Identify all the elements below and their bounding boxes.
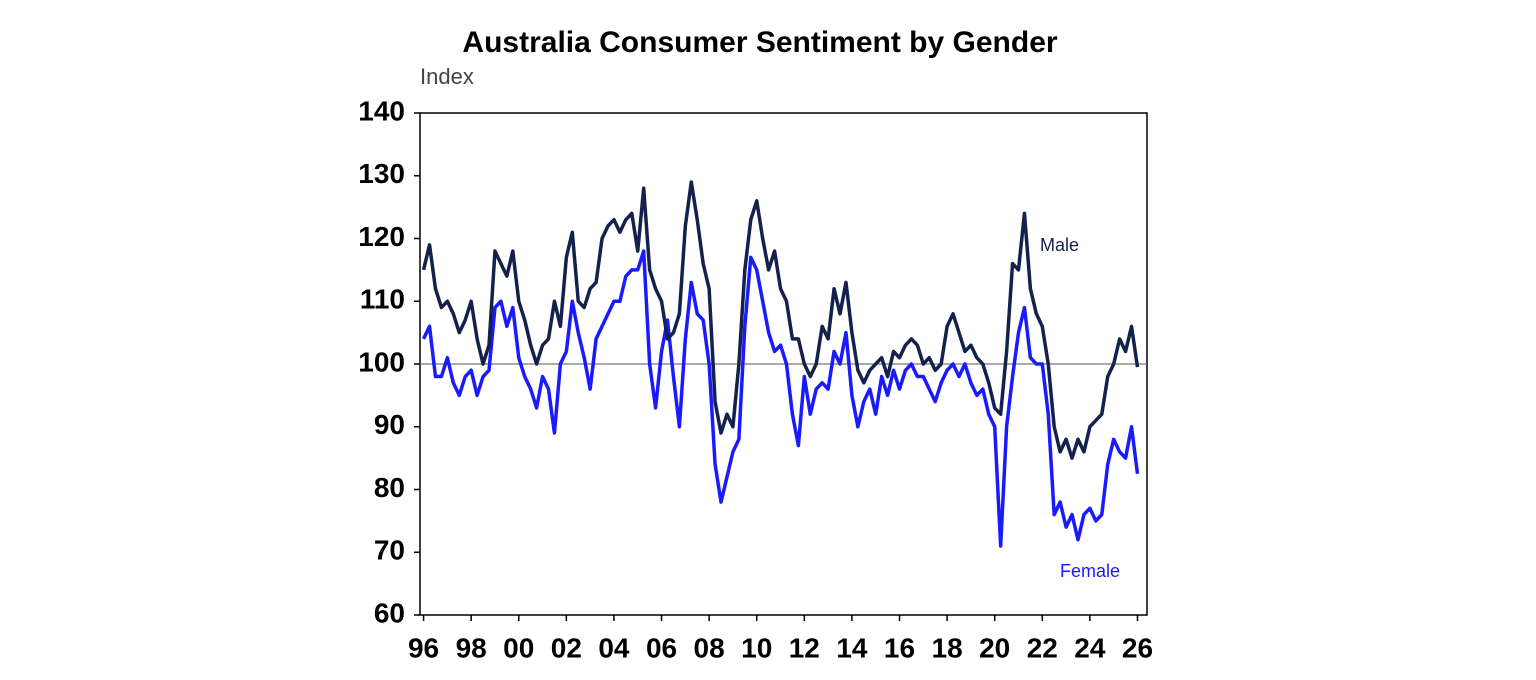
legend-label: Female	[1060, 561, 1120, 581]
x-tick-label: 00	[503, 632, 534, 663]
x-tick-label: 96	[408, 632, 439, 663]
y-tick-label: 140	[358, 95, 405, 126]
y-tick-label: 80	[374, 472, 405, 503]
y-tick-label: 120	[358, 221, 405, 252]
x-tick-label: 24	[1074, 632, 1106, 663]
series-line	[421, 249, 1140, 548]
x-tick-label: 06	[646, 632, 677, 663]
x-tick-label: 08	[694, 632, 725, 663]
chart-title: Australia Consumer Sentiment by Gender	[462, 26, 1057, 59]
x-tick-label: 26	[1122, 632, 1153, 663]
legend-label: Male	[1040, 235, 1079, 255]
y-tick-label: 100	[358, 346, 405, 377]
y-tick-label: 110	[360, 284, 405, 315]
x-tick-label: 16	[884, 632, 915, 663]
y-tick-label: 90	[374, 409, 405, 440]
x-tick-label: 22	[1027, 632, 1058, 663]
x-tick-label: 20	[979, 632, 1010, 663]
x-tick-label: 18	[932, 632, 963, 663]
y-axis-label: Index	[420, 64, 474, 89]
y-tick-label: 70	[374, 535, 405, 566]
x-tick-label: 98	[456, 632, 487, 663]
y-tick-label: 130	[358, 158, 405, 189]
y-tick-label: 60	[374, 597, 405, 628]
series-line	[421, 180, 1140, 460]
x-tick-label: 04	[598, 632, 630, 663]
x-tick-label: 10	[741, 632, 772, 663]
x-tick-label: 14	[836, 632, 868, 663]
x-tick-label: 02	[551, 632, 582, 663]
x-tick-label: 12	[789, 632, 820, 663]
